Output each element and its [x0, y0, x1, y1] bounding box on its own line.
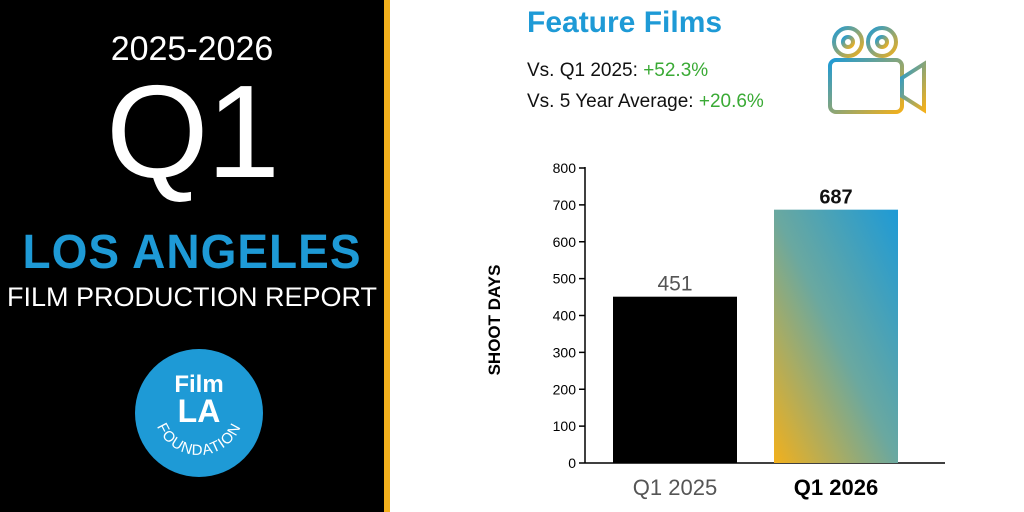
stat-vs-q1-label: Vs. Q1 2025: [527, 60, 644, 81]
logo-text-la: LA [178, 393, 221, 429]
feature-title: Feature Films [527, 6, 723, 39]
y-tick-label: 700 [553, 197, 577, 213]
quarter-label: Q1 [105, 58, 280, 205]
bar-q1-2026 [774, 209, 898, 463]
stat-vs-q1-value: +52.3% [643, 60, 709, 81]
shoot-days-bar-chart: SHOOT DAYS 0 100 200 300 400 500 600 700 800 451… [485, 160, 945, 500]
y-tick-label: 400 [553, 308, 577, 324]
x-category-label: Q1 2026 [794, 475, 878, 500]
stat-vs-5yr: Vs. 5 Year Average: +20.6% [527, 91, 764, 113]
left-panel: 2025-2026 Q1 LOS ANGELES FILM PRODUCTION… [0, 0, 384, 512]
y-tick-label: 600 [553, 234, 577, 250]
report-subtitle: FILM PRODUCTION REPORT [6, 282, 378, 312]
y-tick-label: 300 [553, 344, 577, 360]
stat-vs-5yr-value: +20.6% [698, 91, 764, 112]
y-tick-label: 100 [553, 418, 577, 434]
x-category-label: Q1 2025 [633, 475, 717, 500]
y-tick-label: 0 [568, 455, 576, 471]
bar-data-label: 687 [819, 187, 852, 209]
logo-text-film: Film [174, 371, 223, 398]
filmla-logo: Film LA FOUNDATION [135, 349, 263, 477]
stat-vs-q1: Vs. Q1 2025: +52.3% [527, 60, 708, 82]
season-label: 2025-2026 [110, 30, 274, 68]
bar-q1-2025 [613, 296, 737, 463]
y-tick-label: 800 [553, 160, 577, 176]
city-title: LOS ANGELES [22, 223, 362, 279]
y-tick-label: 500 [553, 271, 577, 287]
stat-vs-5yr-label: Vs. 5 Year Average: [527, 91, 699, 112]
accent-divider [384, 0, 390, 512]
bar-data-label: 451 [657, 273, 692, 296]
logo-circle [135, 349, 263, 477]
y-axis-label: SHOOT DAYS [485, 265, 504, 376]
film-camera-icon [828, 26, 926, 114]
y-tick-label: 200 [553, 381, 577, 397]
